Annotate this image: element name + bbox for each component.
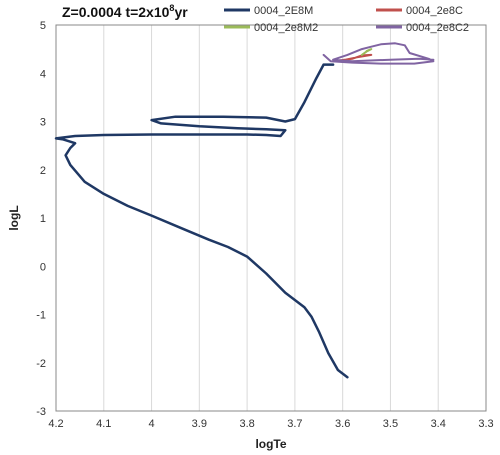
x-axis-ticks: 4.2 4.1 4 3.9 3.8 3.7 3.6 3.5 3.4 3.3 <box>48 418 493 430</box>
x-tick-label: 4.1 <box>96 418 111 430</box>
series-line <box>332 53 373 63</box>
y-tick-label: 1 <box>40 213 46 225</box>
legend-entry-label: 0004_2E8M <box>254 5 313 17</box>
chart-title-main: Z=0.0004 t=2x10 <box>62 4 170 20</box>
y-tick-label: -2 <box>36 358 46 370</box>
x-tick-label: 3.9 <box>192 418 207 430</box>
series-line <box>54 63 349 379</box>
y-tick-label: -3 <box>36 406 46 418</box>
y-axis-ticks: -3 -2 -1 0 1 2 3 4 5 <box>36 20 46 418</box>
gridlines <box>103 25 439 411</box>
legend-entry-label: 0004_2e8C2 <box>406 22 469 34</box>
x-tick-label: 3.5 <box>383 418 398 430</box>
x-tick-label: 3.6 <box>335 418 350 430</box>
legend-entry-label: 0004_2e8M2 <box>254 22 318 34</box>
chart-title: Z=0.0004 t=2x108yr <box>62 3 188 20</box>
plot-area-border <box>55 24 487 412</box>
y-tick-label: 5 <box>40 20 46 32</box>
y-tick-label: 4 <box>40 68 46 80</box>
legend: 0004_2E8M 0004_2e8C 0004_2e8M2 0004_2e8C2 <box>224 5 469 34</box>
chart-title-superscript: 8 <box>169 3 174 13</box>
y-tick-label: 2 <box>40 165 46 177</box>
series-lines <box>54 42 435 379</box>
x-tick-label: 3.7 <box>287 418 302 430</box>
x-tick-label: 4 <box>148 418 154 430</box>
x-tick-label: 3.4 <box>431 418 446 430</box>
y-tick-label: 3 <box>40 117 46 129</box>
legend-entry-label: 0004_2e8C <box>406 5 463 17</box>
chart-title-end: yr <box>174 4 188 20</box>
x-tick-label: 3.8 <box>239 418 254 430</box>
x-tick-label: 3.3 <box>478 418 493 430</box>
series-line <box>360 48 373 56</box>
x-axis-label: logTe <box>255 437 286 451</box>
x-tick-label: 4.2 <box>48 418 63 430</box>
y-axis-label: logL <box>7 205 21 230</box>
series-line <box>322 42 435 65</box>
y-tick-label: -1 <box>36 310 46 322</box>
y-tick-label: 0 <box>40 261 46 273</box>
